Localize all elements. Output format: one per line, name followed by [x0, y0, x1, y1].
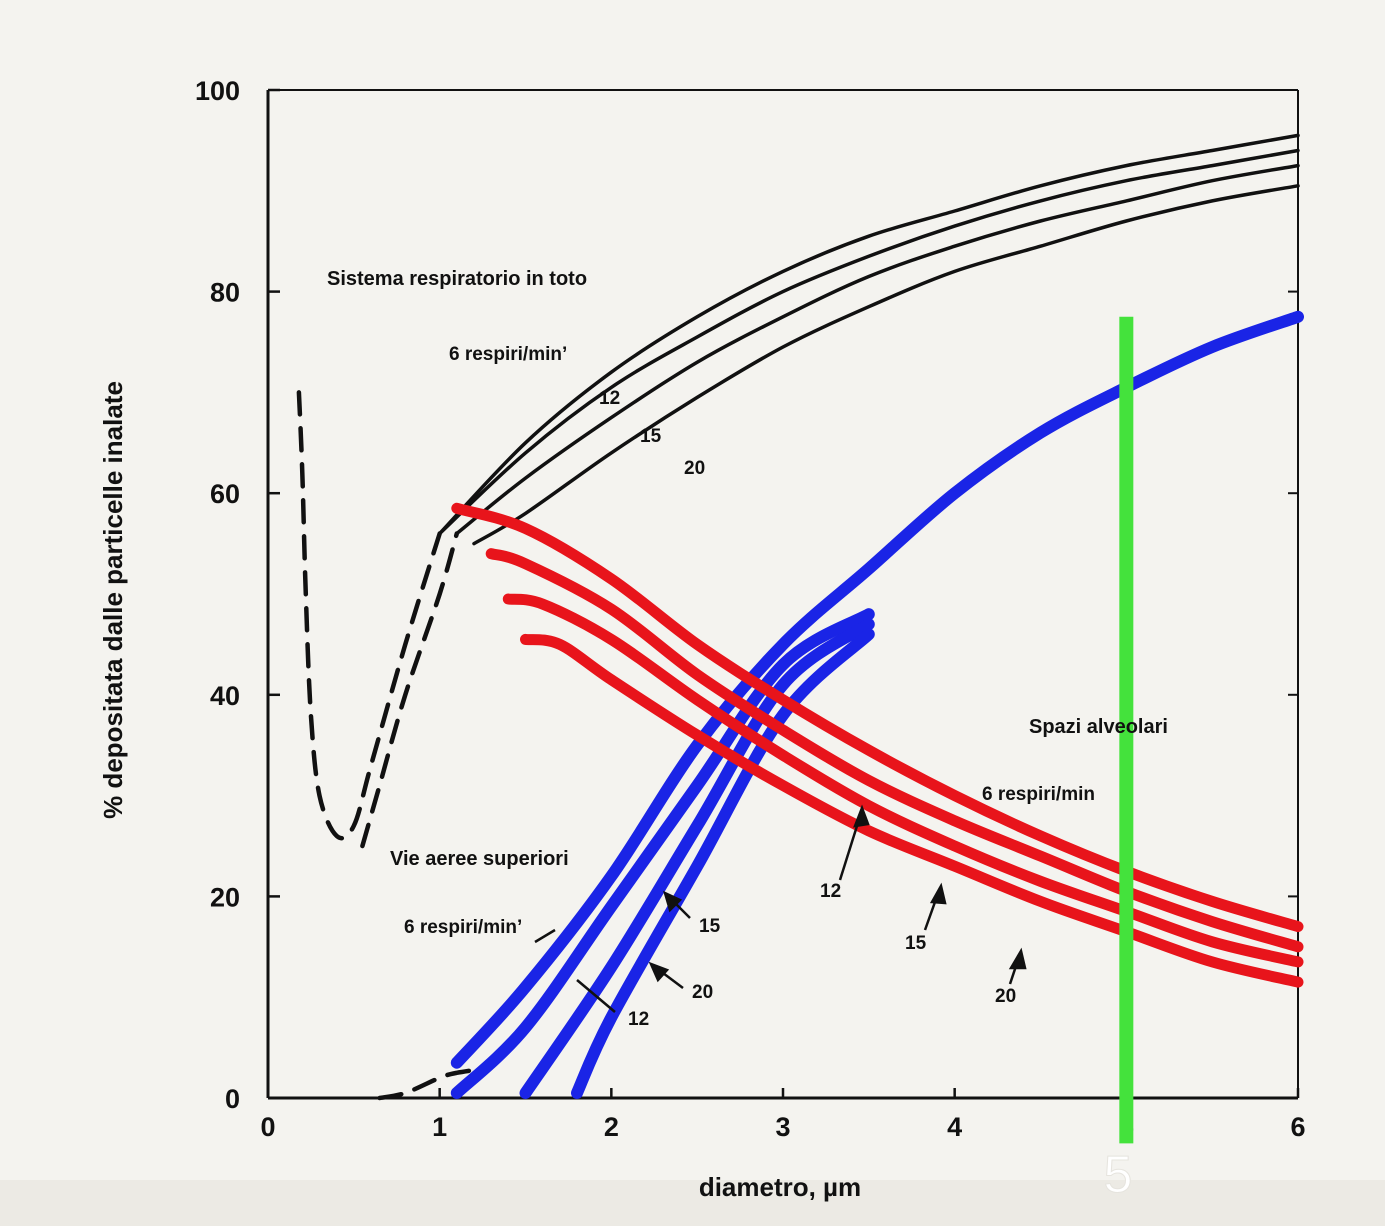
annotation-upper-rate-15: 15 — [699, 916, 721, 937]
annotation-total-rate-20: 20 — [684, 458, 705, 479]
x-tick-label: 6 — [1290, 1112, 1305, 1142]
annotation-arrows — [534, 804, 1027, 1013]
alveolar-curve-12-breaths — [485, 548, 1304, 953]
annotation-total-rate-12: 12 — [599, 388, 620, 409]
alveolar-curve-20-breaths — [520, 633, 1304, 988]
annotation-total-rate-15: 15 — [640, 426, 662, 447]
y-tick-label: 80 — [210, 278, 240, 308]
annotation-upper: Vie aeree superiori — [390, 848, 569, 870]
total-curve-12-breaths — [437, 148, 1300, 536]
dashed-curve — [296, 390, 442, 841]
x-tick-label: 3 — [775, 1112, 790, 1142]
x-tick-label: 0 — [260, 1112, 275, 1142]
annotation-alveolar: Spazi alveolari — [1029, 716, 1168, 738]
x-tick-label: 1 — [432, 1112, 447, 1142]
annotation-total: Sistema respiratorio in toto — [327, 268, 587, 290]
dashed-curve — [377, 1065, 494, 1101]
x-axis-label: diametro, µm — [699, 1172, 861, 1202]
alveolar-curve-6-breaths — [451, 502, 1304, 933]
annotation-total-rate-6: 6 respiri/min’ — [449, 344, 567, 365]
y-tick-label: 60 — [210, 479, 240, 509]
y-tick-label: 40 — [210, 681, 240, 711]
total-curve-15-breaths — [455, 163, 1300, 536]
upper-curve-12-breaths — [450, 608, 875, 1099]
dashed-curve — [360, 531, 460, 849]
alveolar-curve-15-breaths — [502, 593, 1304, 968]
total-curve-6-breaths — [437, 133, 1300, 536]
upper-curve-15-breaths — [519, 618, 875, 1099]
annotation-alveolar-rate-15: 15 — [905, 933, 927, 954]
axis-ticks: 0123456020406080100 — [195, 76, 1306, 1142]
dashed-curves — [296, 390, 494, 1101]
total-curve-20-breaths — [472, 184, 1300, 546]
annotation-alveolar-rate-12: 12 — [820, 881, 841, 902]
annotation-alveolar-rate-20: 20 — [995, 986, 1016, 1007]
upper-curve-6-breaths — [450, 310, 1304, 1069]
y-tick-label: 20 — [210, 882, 240, 912]
annotation-upper-rate-12: 12 — [628, 1009, 649, 1030]
upper-curve-20-breaths — [571, 628, 875, 1099]
marker-label: 5 — [1104, 1146, 1133, 1204]
y-axis-label: % depositata dalle particelle inalate — [98, 381, 128, 819]
annotation-alveolar-rate-6: 6 respiri/min — [982, 784, 1095, 805]
annotation-upper-rate-20: 20 — [692, 982, 713, 1003]
y-tick-label: 100 — [195, 76, 240, 106]
series-curves — [437, 133, 1304, 1099]
y-tick-label: 0 — [225, 1084, 240, 1114]
annotation-upper-rate-6: 6 respiri/min’ — [404, 917, 522, 938]
x-tick-label: 2 — [604, 1112, 619, 1142]
x-tick-label: 4 — [947, 1112, 962, 1142]
